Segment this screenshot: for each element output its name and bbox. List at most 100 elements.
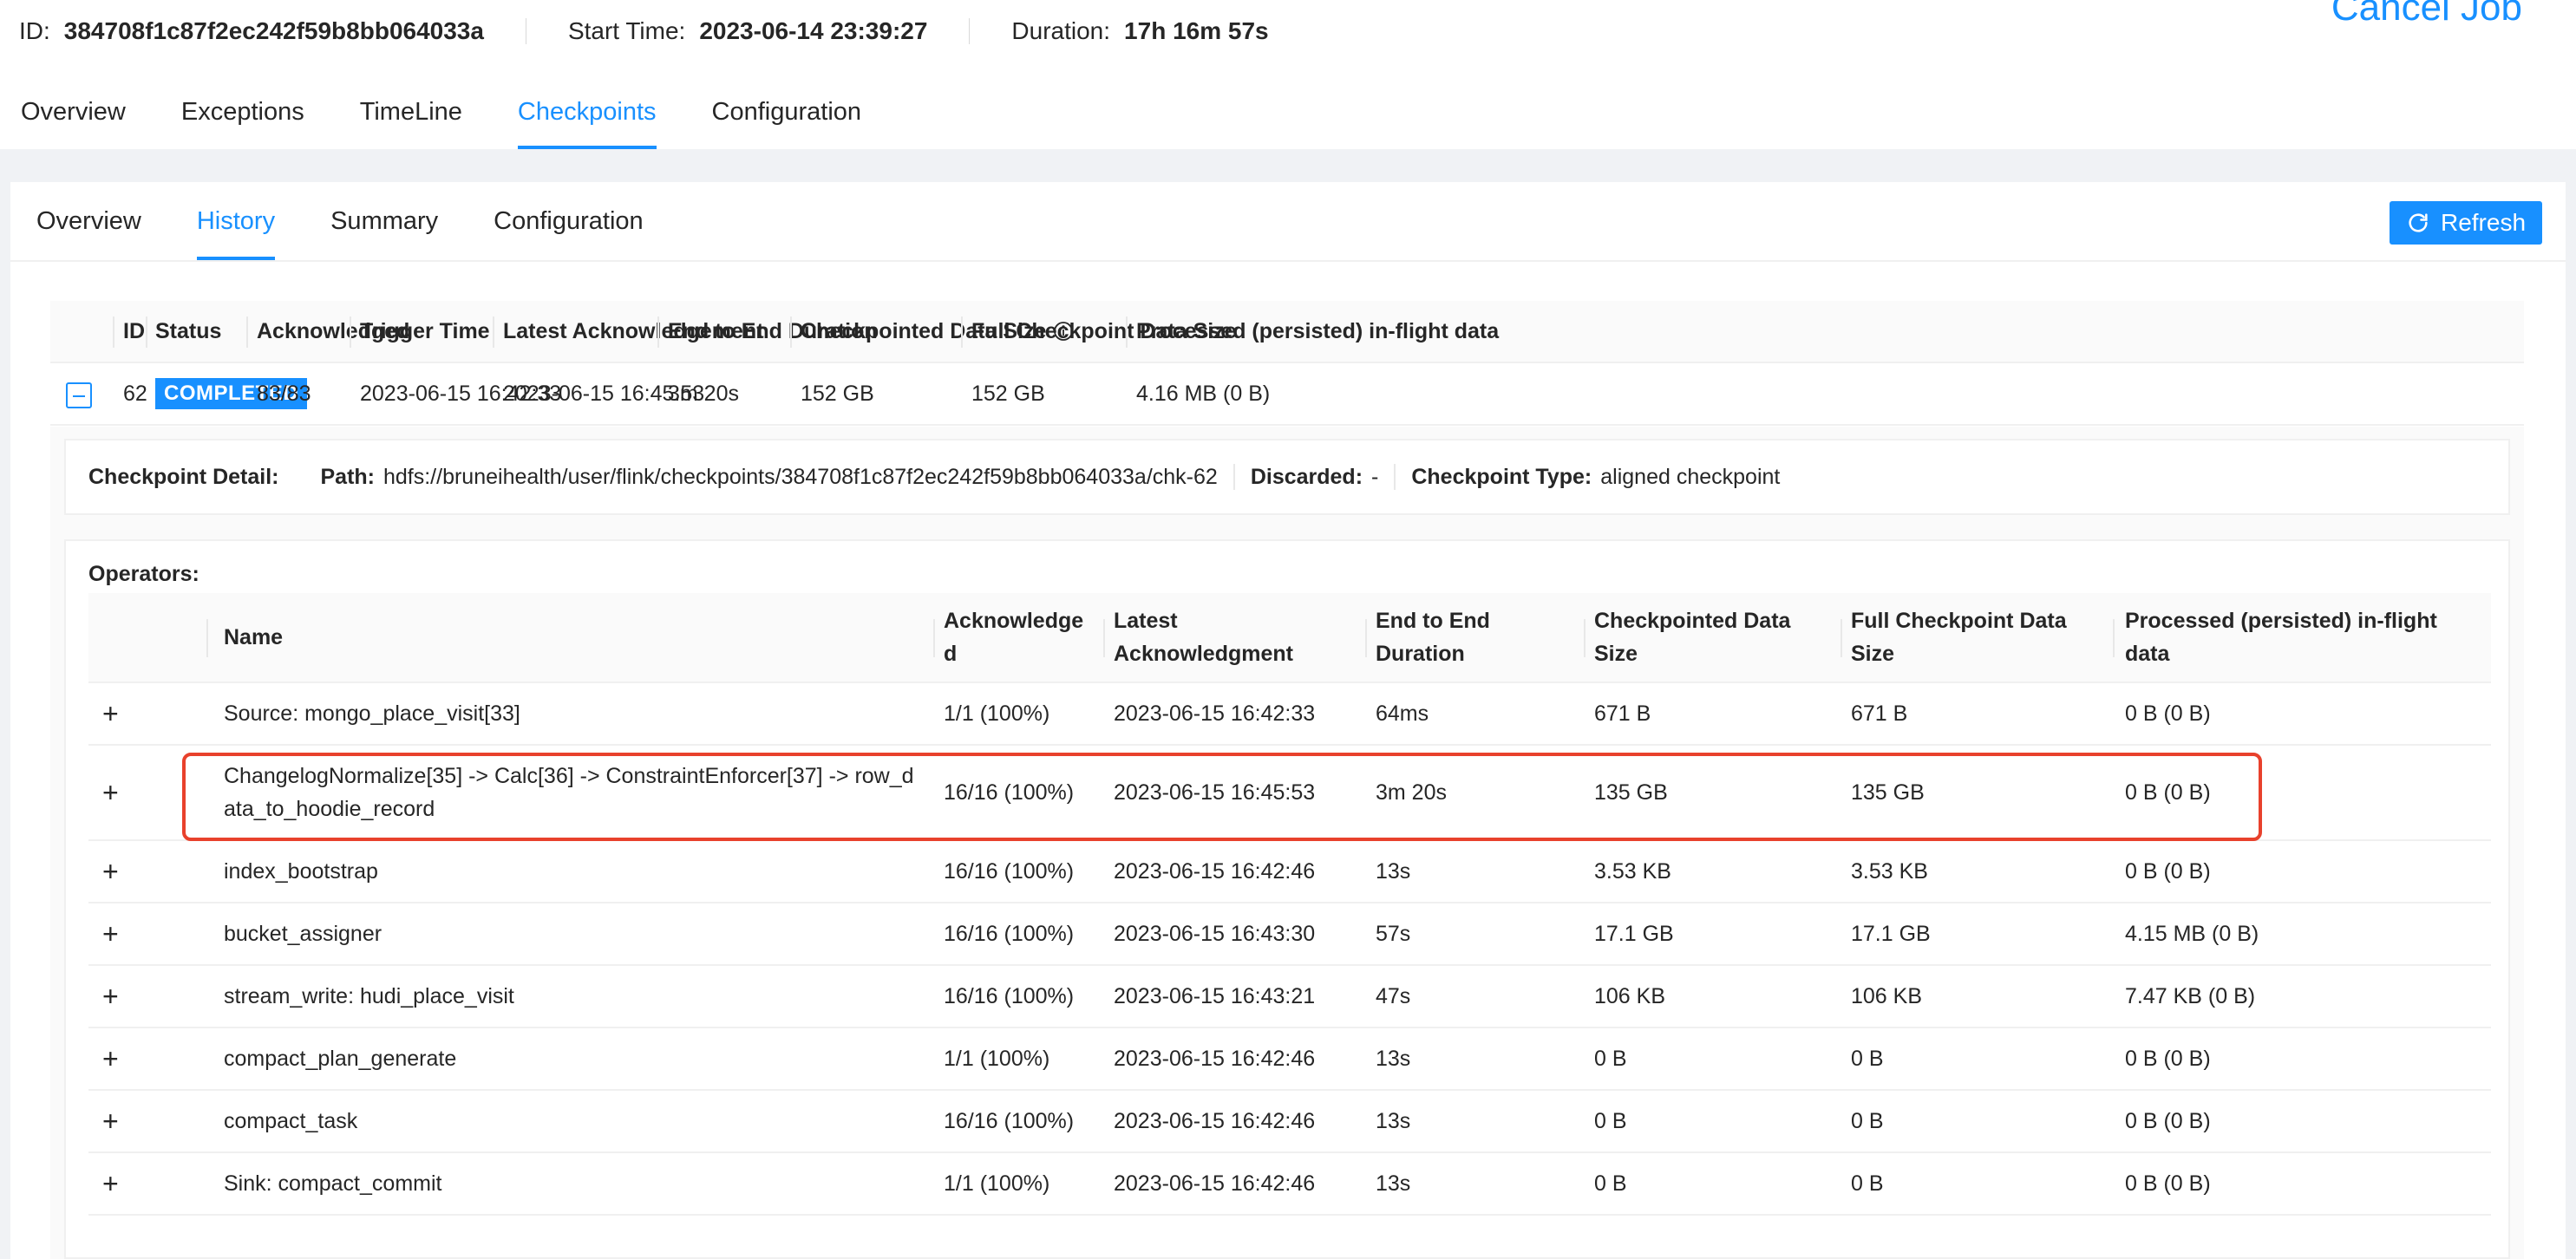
col-full-size: Full Checkpoint Data Size — [971, 318, 1237, 343]
status-cell: COMPLETED — [155, 363, 308, 424]
operator-row[interactable]: + stream_write: hudi_place_visit 16/16 (… — [88, 966, 2491, 1028]
op-full: 3.53 KB — [1851, 858, 1928, 884]
tab-timeline[interactable]: TimeLine — [359, 98, 462, 126]
operator-row[interactable]: + Source: mongo_place_visit[33] 1/1 (100… — [88, 683, 2491, 746]
op-inflight: 0 B (0 B) — [2125, 858, 2211, 884]
op-col-ack: Acknowledge d — [944, 609, 1084, 666]
tab-overview[interactable]: Overview — [21, 98, 126, 126]
op-full: 0 B — [1851, 1046, 1884, 1071]
plus-icon[interactable]: + — [102, 1106, 119, 1137]
start-time-value: 2023-06-14 23:39:27 — [699, 17, 928, 44]
column-divider — [1840, 619, 1842, 657]
job-header: ID: 384708f1c87f2ec242f59b8bb064033a Sta… — [0, 0, 2576, 149]
tab-exceptions[interactable]: Exceptions — [180, 98, 304, 126]
subtab-overview[interactable]: Overview — [36, 207, 141, 235]
refresh-icon — [2409, 213, 2428, 232]
op-size: 0 B — [1594, 1171, 1627, 1196]
history-table: ID Status Acknowledged Trigger Time Late… — [50, 301, 2524, 426]
op-latest: 2023-06-15 16:42:46 — [1114, 1108, 1316, 1133]
operator-row[interactable]: + compact_task 16/16 (100%) 2023-06-15 1… — [88, 1091, 2491, 1153]
column-divider — [933, 619, 935, 657]
op-inflight: 0 B (0 B) — [2125, 701, 2211, 726]
operator-row[interactable]: + ChangelogNormalize[35] -> Calc[36] -> … — [88, 746, 2491, 841]
subtab-configuration[interactable]: Configuration — [494, 207, 644, 235]
column-divider — [657, 316, 659, 348]
tab-configuration[interactable]: Configuration — [711, 98, 862, 126]
op-size: 3.53 KB — [1594, 858, 1671, 884]
type-value: aligned checkpoint — [1600, 464, 1781, 489]
col-data-size: Checkpointed Data Size — [801, 301, 1074, 362]
op-duration: 57s — [1376, 921, 1411, 946]
plus-icon[interactable]: + — [102, 698, 119, 729]
op-ack: 16/16 (100%) — [944, 1108, 1075, 1133]
cell-latest-ack: 2023-06-15 16:45:53 — [503, 381, 705, 406]
cell-duration: 3m 20s — [668, 381, 739, 406]
op-col-duration: End to End Duration — [1376, 609, 1490, 666]
tab-checkpoints[interactable]: Checkpoints — [517, 87, 657, 149]
op-inflight: 0 B (0 B) — [2125, 1171, 2211, 1196]
col-inflight: Processed (persisted) in-flight data — [1136, 318, 1500, 343]
op-name: Source: mongo_place_visit[33] — [224, 701, 520, 726]
op-name: compact_plan_generate — [224, 1046, 457, 1071]
op-latest: 2023-06-15 16:45:53 — [1114, 780, 1316, 805]
cell-trigger-time: 2023-06-15 16:42:33 — [360, 381, 562, 406]
plus-cell: + — [102, 841, 119, 902]
path-value: hdfs://bruneihealth/user/flink/checkpoin… — [382, 464, 1218, 489]
cancel-job-button[interactable]: Cancel Job — [2331, 0, 2522, 29]
checkpoint-sub-tabs: Overview History Summary Configuration — [36, 182, 699, 260]
op-latest: 2023-06-15 16:43:30 — [1114, 921, 1316, 946]
refresh-button[interactable]: Refresh — [2390, 201, 2542, 245]
cell-id: 62 — [123, 381, 147, 406]
subtab-history[interactable]: History — [196, 182, 276, 260]
column-divider — [1365, 619, 1367, 657]
op-size: 106 KB — [1594, 983, 1666, 1008]
op-duration: 47s — [1376, 983, 1411, 1008]
operator-row[interactable]: + Sink: compact_commit 1/1 (100%) 2023-0… — [88, 1153, 2491, 1216]
op-name: Sink: compact_commit — [224, 1171, 442, 1196]
cell-acknowledged: 83/83 — [257, 381, 311, 406]
discarded-label: Discarded: — [1250, 464, 1363, 489]
plus-cell: + — [102, 1091, 119, 1151]
path-label: Path: — [320, 464, 375, 489]
op-ack: 16/16 (100%) — [944, 983, 1075, 1008]
col-data-size-label: Checkpointed Data Size — [801, 318, 1047, 343]
plus-icon[interactable]: + — [102, 918, 119, 949]
collapse-cell — [66, 363, 92, 424]
column-divider — [113, 316, 114, 348]
op-ack: 1/1 (100%) — [944, 1046, 1050, 1071]
divider — [1394, 464, 1396, 490]
history-row[interactable]: 62 COMPLETED 83/83 2023-06-15 16:42:33 2… — [50, 363, 2524, 426]
plus-icon[interactable]: + — [102, 1168, 119, 1199]
info-icon[interactable] — [1053, 321, 1074, 342]
cell-inflight: 4.16 MB (0 B) — [1136, 381, 1271, 406]
cell-full-size: 152 GB — [971, 381, 1045, 406]
op-full: 17.1 GB — [1851, 921, 1931, 946]
op-col-size: Checkpointed Data Size — [1594, 609, 1791, 666]
plus-cell: + — [102, 1028, 119, 1089]
plus-icon[interactable]: + — [102, 1043, 119, 1074]
op-full: 671 B — [1851, 701, 1908, 726]
op-ack: 16/16 (100%) — [944, 858, 1075, 884]
column-divider — [1103, 619, 1105, 657]
collapse-icon[interactable] — [66, 382, 92, 408]
operator-row[interactable]: + bucket_assigner 16/16 (100%) 2023-06-1… — [88, 903, 2491, 966]
plus-cell: + — [102, 683, 119, 744]
operators-table: Name Acknowledge d Latest Acknowledgment… — [88, 593, 2491, 1216]
op-col-latest: Latest Acknowledgment — [1114, 609, 1293, 666]
checkpoint-detail: Checkpoint Detail: Path: hdfs://bruneihe… — [64, 439, 2510, 515]
column-divider — [493, 316, 494, 348]
op-duration: 13s — [1376, 1046, 1411, 1071]
plus-icon[interactable]: + — [102, 856, 119, 887]
plus-icon[interactable]: + — [102, 777, 119, 808]
op-size: 0 B — [1594, 1046, 1627, 1071]
op-duration: 3m 20s — [1376, 780, 1447, 805]
operator-row[interactable]: + index_bootstrap 16/16 (100%) 2023-06-1… — [88, 841, 2491, 903]
divider — [1232, 464, 1235, 490]
column-divider — [350, 316, 351, 348]
op-latest: 2023-06-15 16:43:21 — [1114, 983, 1316, 1008]
operators-header-row: Name Acknowledge d Latest Acknowledgment… — [88, 593, 2491, 683]
plus-icon[interactable]: + — [102, 981, 119, 1012]
op-name: compact_task — [224, 1108, 358, 1133]
subtab-summary[interactable]: Summary — [330, 207, 439, 235]
operator-row[interactable]: + compact_plan_generate 1/1 (100%) 2023-… — [88, 1028, 2491, 1091]
